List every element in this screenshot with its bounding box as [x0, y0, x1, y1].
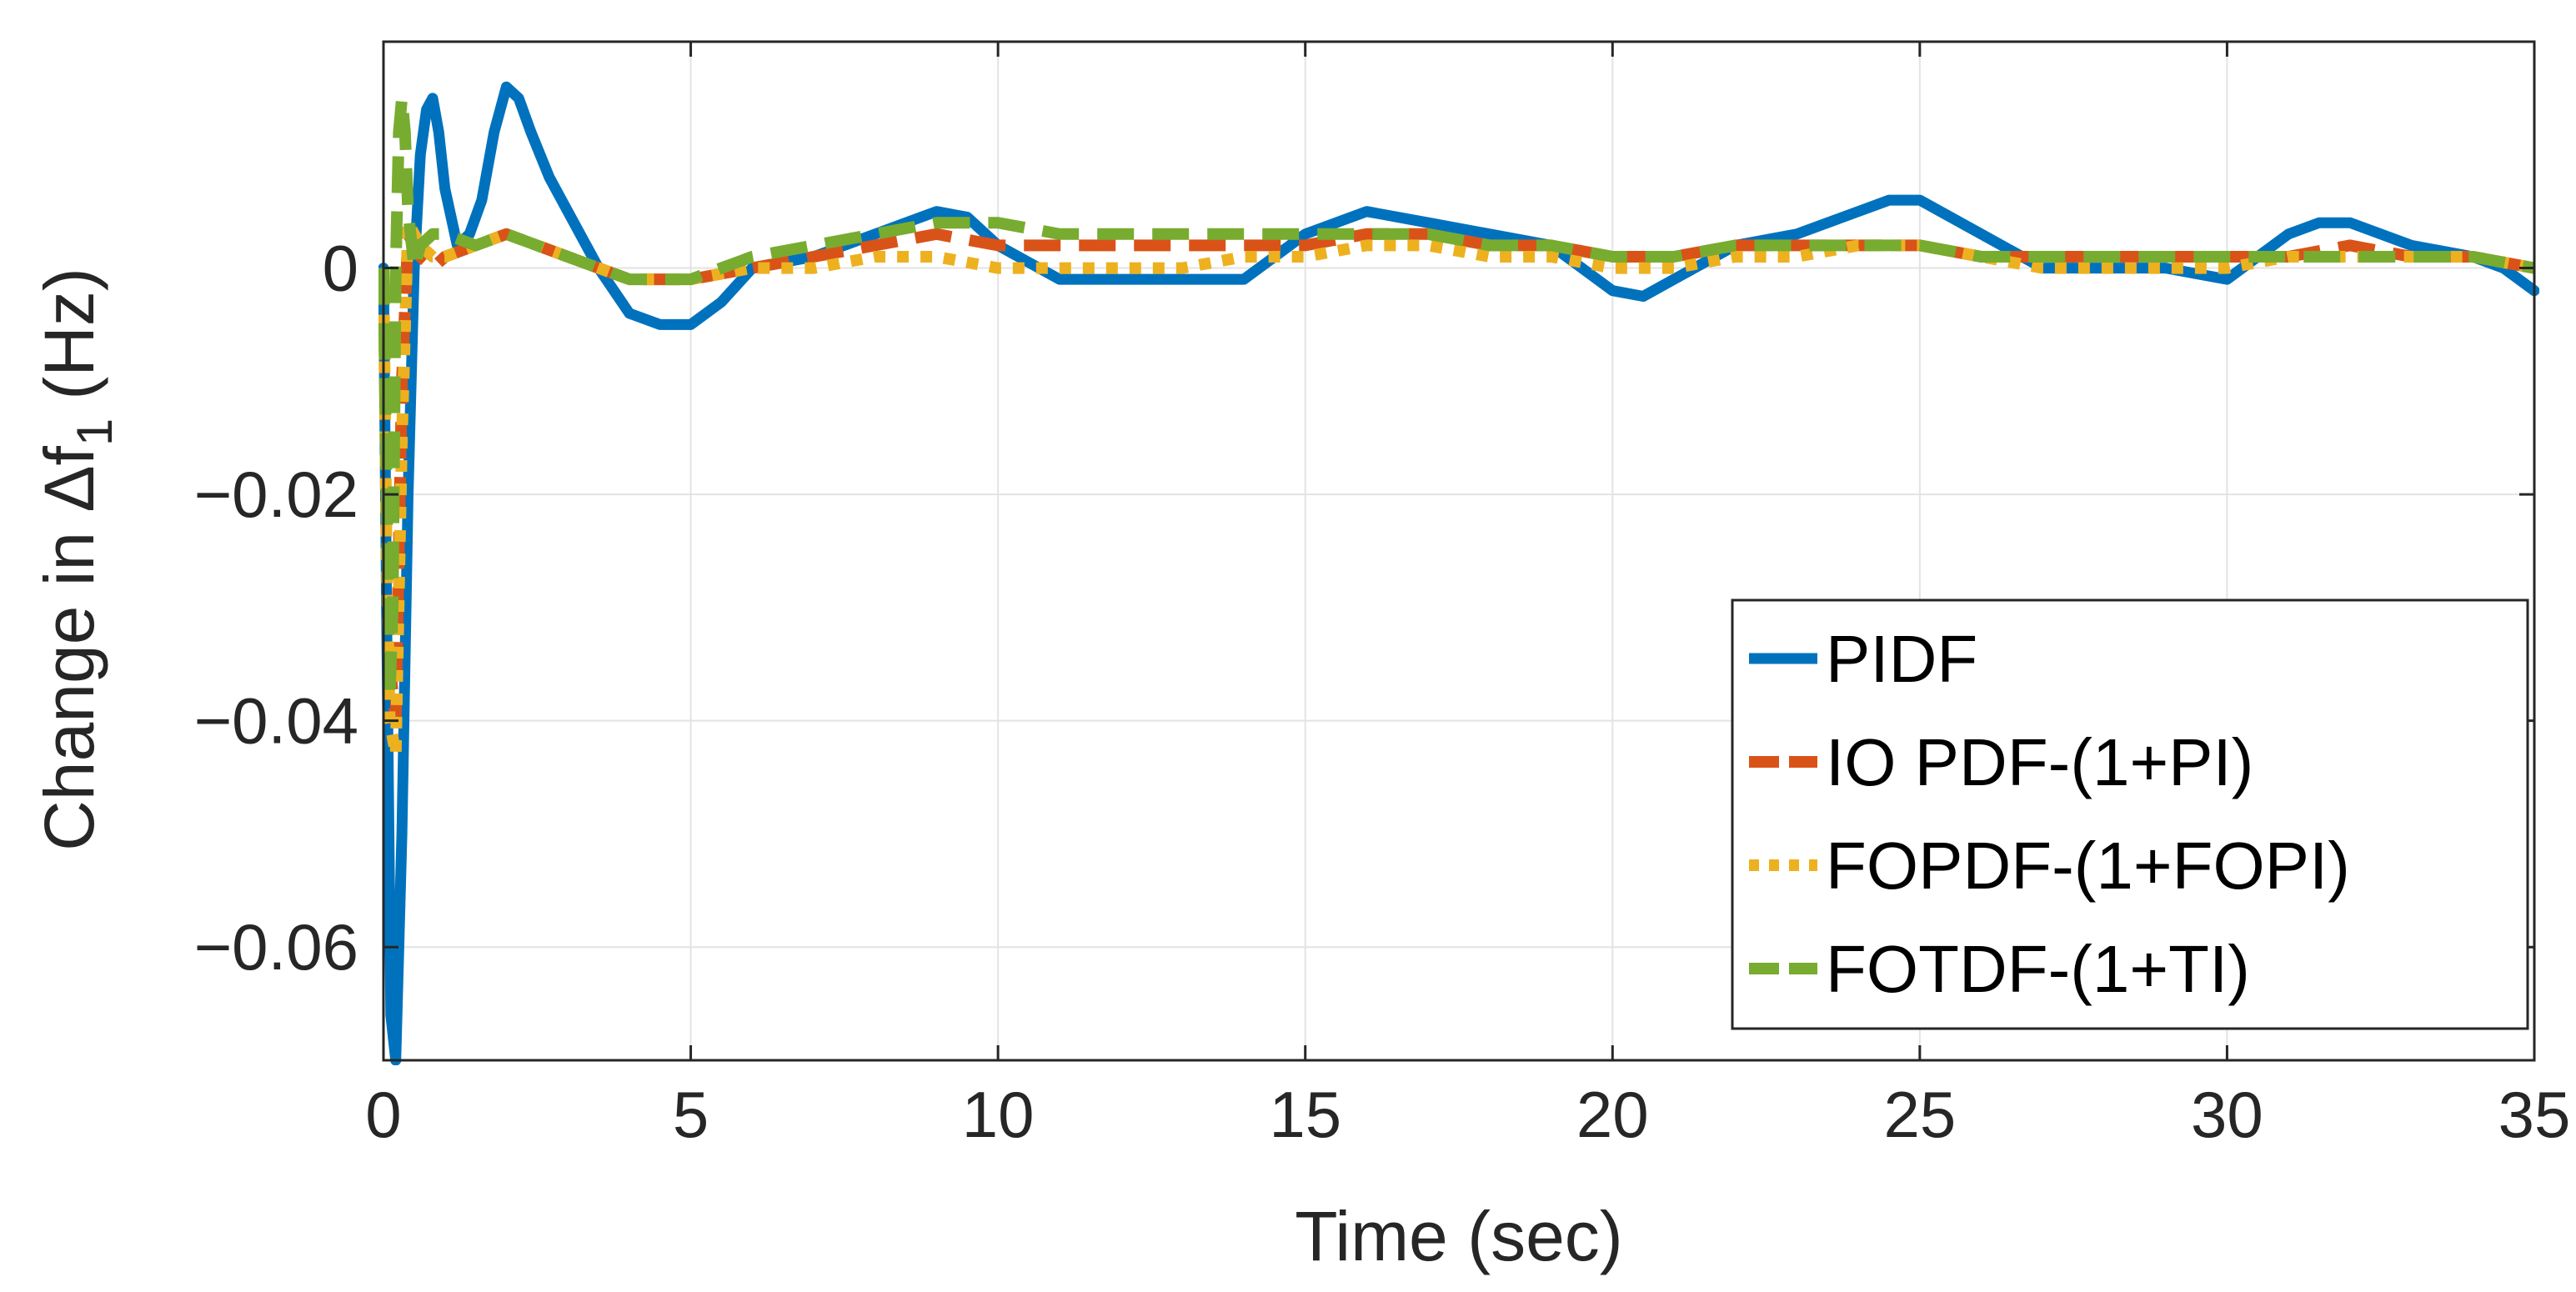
legend-box	[1731, 598, 2529, 1030]
y-tick-label: −0.06	[194, 910, 358, 984]
x-tick-label: 5	[673, 1078, 709, 1151]
y-axis-label-subscript: 1	[67, 418, 123, 446]
x-tick-label: 10	[962, 1078, 1035, 1151]
x-tick-label: 35	[2498, 1078, 2571, 1151]
series-line-fotdf-1-ti	[378, 92, 2536, 704]
legend: PIDF IO PDF-(1+PI) FOPDF-(1+FOPI) FOTDF-(1+…	[1731, 598, 2529, 1030]
y-tick-label: −0.04	[194, 684, 358, 758]
plot-area-border	[382, 40, 2536, 1062]
legend-label-fotdf-1-ti: FOTDF-(1+TI)	[1826, 932, 2250, 1006]
legend-label-io-pdf-1-pi: IO PDF-(1+PI)	[1826, 725, 2253, 799]
x-tick-label: 15	[1269, 1078, 1341, 1151]
y-tick-label: −0.02	[194, 458, 358, 531]
x-tick-label: 0	[365, 1078, 401, 1151]
x-axis-label: Time (sec)	[1295, 1197, 1623, 1275]
x-tick-label: 25	[1883, 1078, 1956, 1151]
svg-text:Change in Δf1(Hz): Change in Δf1 (Hz)	[30, 268, 123, 851]
series-group	[378, 81, 2539, 1065]
y-tick-label: 0	[323, 232, 358, 305]
series-line-io-pdf-1-pi	[378, 228, 2536, 727]
legend-label-pidf: PIDF	[1826, 622, 1977, 696]
x-tick-label: 20	[1576, 1078, 1649, 1151]
x-tick-label: 30	[2191, 1078, 2263, 1151]
y-axis-label-main: Change in Δf	[30, 445, 108, 850]
legend-label-fopdf-1-fopi: FOPDF-(1+FOPI)	[1826, 829, 2350, 903]
tick-labels: 0 5 10 15 20 25 30 35 0 −0.02 −0.04 −0.06	[194, 232, 2571, 1151]
y-axis-label: Change in Δf1 (Hz)	[30, 268, 123, 851]
ticks	[382, 42, 2536, 1060]
y-axis-label-unit: (Hz)	[30, 268, 108, 400]
series-line-fopdf-1-fopi	[378, 217, 2536, 761]
